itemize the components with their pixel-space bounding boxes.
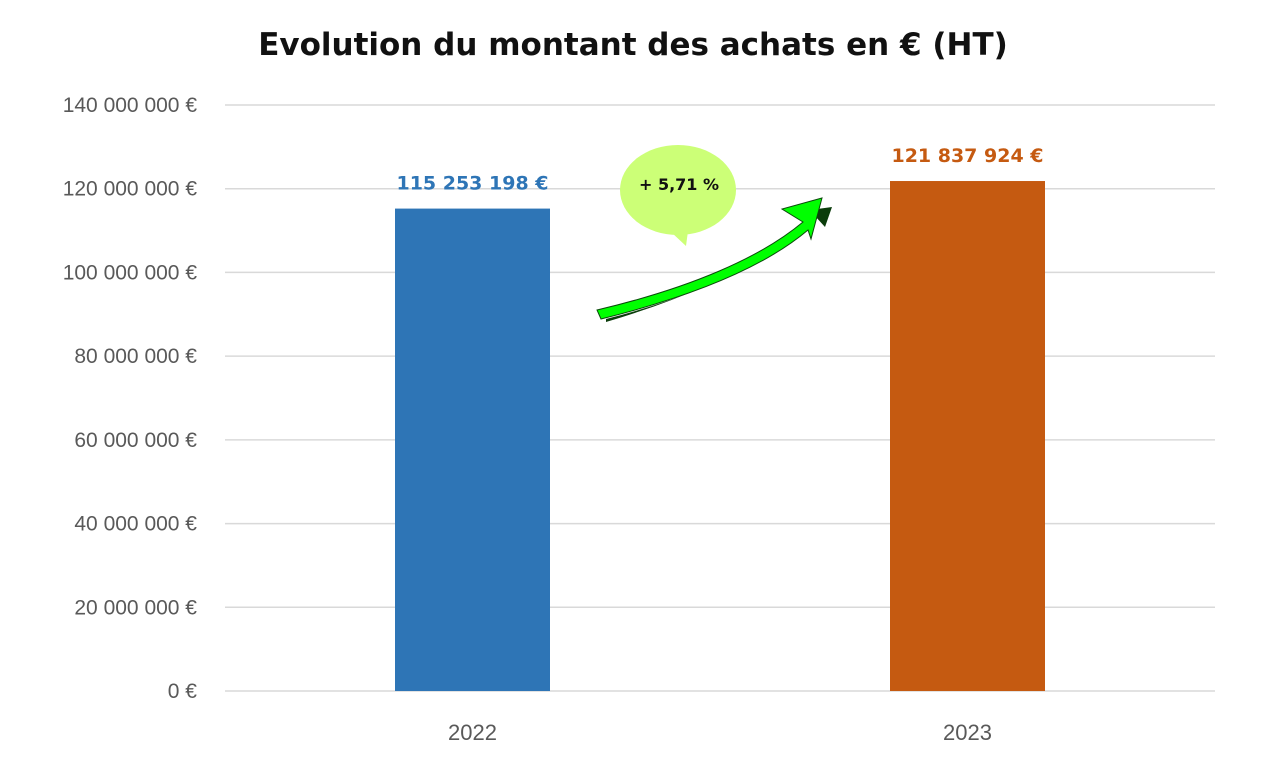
y-tick-label: 100 000 000 € (63, 261, 198, 284)
growth-percent-label: + 5,71 % (639, 175, 719, 194)
bars (395, 181, 1045, 692)
y-tick-label: 80 000 000 € (74, 345, 197, 368)
growth-arrow-icon (596, 197, 832, 322)
y-tick-label: 140 000 000 € (63, 94, 198, 117)
bar-2022 (395, 208, 550, 691)
data-labels: 115 253 198 € 121 837 924 € (396, 145, 1043, 195)
data-label: 115 253 198 € (396, 173, 548, 195)
y-tick-label: 40 000 000 € (74, 513, 197, 536)
y-tick-label: 0 € (168, 680, 198, 703)
x-category-label: 2023 (943, 720, 992, 745)
x-category-label: 2022 (448, 720, 497, 745)
y-tick-label: 20 000 000 € (74, 596, 197, 619)
data-label: 121 837 924 € (891, 145, 1043, 167)
y-tick-label: 120 000 000 € (63, 178, 198, 201)
bar-2023 (890, 181, 1045, 692)
chart-title: Evolution du montant des achats en € (HT… (258, 27, 1008, 63)
y-axis-tick-labels: 0 € 20 000 000 € 40 000 000 € 60 000 000 € 8… (63, 94, 198, 703)
y-tick-label: 60 000 000 € (74, 429, 197, 452)
x-axis-category-labels: 2022 2023 (448, 720, 992, 745)
growth-bubble: + 5,71 % (620, 145, 736, 246)
